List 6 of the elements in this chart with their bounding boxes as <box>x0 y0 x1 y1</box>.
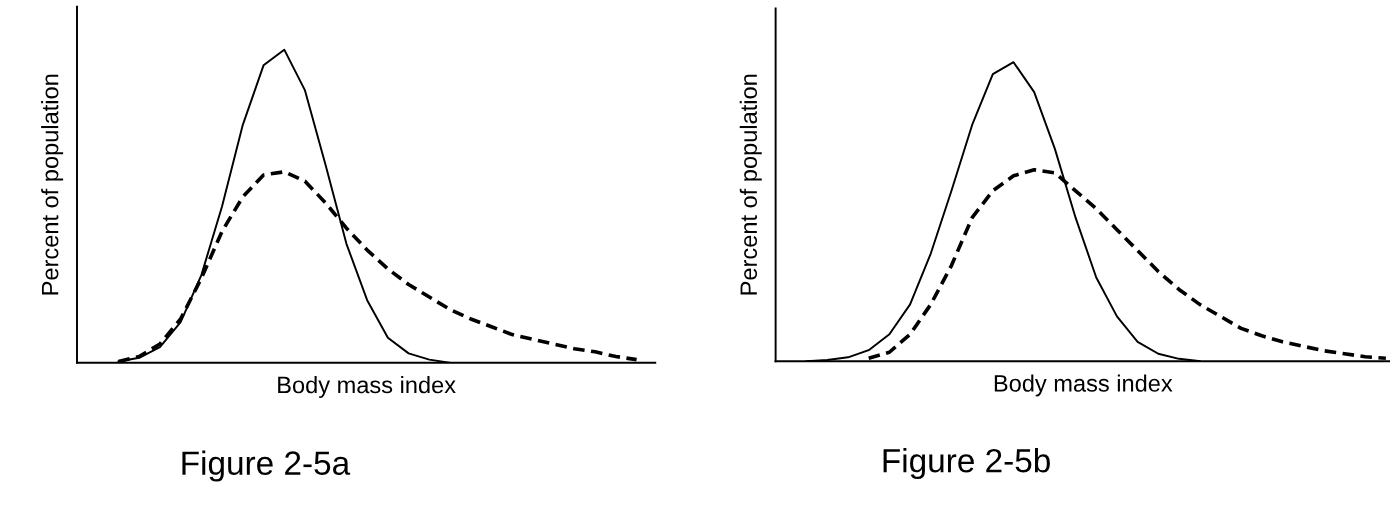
caption: Figure 2-5a <box>182 450 351 482</box>
y-axis-title: Percent of population <box>41 74 64 295</box>
y-axis-title: Percent of population <box>739 74 762 295</box>
x-axis-title: Body mass index <box>278 375 456 398</box>
x-axis-title: Body mass index <box>994 374 1173 397</box>
caption: Figure 2-5b <box>883 448 1050 480</box>
